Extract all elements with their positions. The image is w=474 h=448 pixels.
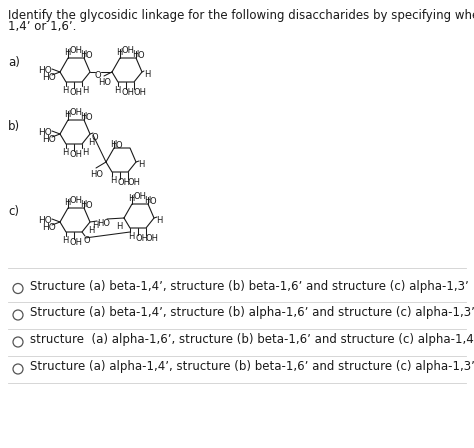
Text: H: H bbox=[144, 70, 150, 79]
Text: O: O bbox=[138, 51, 145, 60]
Text: H: H bbox=[110, 140, 117, 149]
Text: H: H bbox=[128, 232, 134, 241]
Text: H: H bbox=[92, 221, 99, 230]
Text: H: H bbox=[82, 86, 88, 95]
Text: H: H bbox=[64, 110, 70, 119]
Text: H: H bbox=[62, 148, 68, 157]
Text: H: H bbox=[80, 50, 86, 59]
Text: O: O bbox=[86, 51, 92, 60]
Text: OH: OH bbox=[70, 108, 83, 117]
Text: 1,4ʼ or 1,6ʼ.: 1,4ʼ or 1,6ʼ. bbox=[8, 20, 76, 33]
Text: H: H bbox=[128, 194, 134, 203]
Text: OH: OH bbox=[70, 150, 83, 159]
Text: O: O bbox=[86, 201, 92, 210]
Text: HO: HO bbox=[38, 216, 52, 225]
Text: H: H bbox=[62, 236, 68, 245]
Text: OH: OH bbox=[118, 178, 131, 187]
Text: O: O bbox=[84, 236, 91, 245]
Text: HO: HO bbox=[90, 170, 103, 179]
Text: O: O bbox=[86, 113, 92, 122]
Text: OH: OH bbox=[128, 178, 141, 187]
Text: a): a) bbox=[8, 56, 20, 69]
Text: Structure (a) beta-1,4ʼ, structure (b) beta-1,6ʼ and structure (c) alpha-1,3ʼ: Structure (a) beta-1,4ʼ, structure (b) b… bbox=[30, 280, 469, 293]
Text: H: H bbox=[156, 216, 163, 225]
Text: HO: HO bbox=[38, 128, 52, 137]
Text: O: O bbox=[116, 141, 123, 150]
Text: OH: OH bbox=[146, 234, 159, 243]
Text: H: H bbox=[82, 148, 88, 157]
Text: Identify the glycosidic linkage for the following disaccharides by specifying wh: Identify the glycosidic linkage for the … bbox=[8, 9, 474, 22]
Text: OH: OH bbox=[122, 46, 135, 55]
Text: HO: HO bbox=[98, 78, 111, 87]
Text: O: O bbox=[95, 71, 101, 80]
Text: HO: HO bbox=[42, 223, 56, 232]
Text: OH: OH bbox=[136, 234, 149, 243]
Text: H: H bbox=[114, 86, 120, 95]
Text: c): c) bbox=[8, 205, 19, 218]
Text: H: H bbox=[132, 50, 138, 59]
Text: H: H bbox=[80, 200, 86, 209]
Text: OH: OH bbox=[122, 88, 135, 97]
Text: H: H bbox=[64, 48, 70, 57]
Text: b): b) bbox=[8, 120, 20, 133]
Text: OH: OH bbox=[134, 88, 147, 97]
Text: HO: HO bbox=[97, 219, 110, 228]
Text: H: H bbox=[88, 138, 94, 147]
Text: OH: OH bbox=[70, 88, 83, 97]
Text: H: H bbox=[116, 48, 122, 57]
Text: HO: HO bbox=[38, 66, 52, 75]
Text: HO: HO bbox=[42, 73, 56, 82]
Text: OH: OH bbox=[134, 192, 147, 201]
Text: O: O bbox=[150, 197, 156, 206]
Text: OH: OH bbox=[70, 196, 83, 205]
Text: H: H bbox=[64, 198, 70, 207]
Text: H: H bbox=[62, 86, 68, 95]
Text: structure  (a) alpha-1,6ʼ, structure (b) beta-1,6ʼ and structure (c) alpha-1,4ʼ: structure (a) alpha-1,6ʼ, structure (b) … bbox=[30, 333, 474, 346]
Text: H: H bbox=[144, 196, 150, 205]
Text: Structure (a) alpha-1,4ʼ, structure (b) beta-1,6ʼ and structure (c) alpha-1,3ʼ: Structure (a) alpha-1,4ʼ, structure (b) … bbox=[30, 360, 474, 373]
Text: H: H bbox=[116, 222, 122, 231]
Text: O: O bbox=[92, 133, 99, 142]
Text: H: H bbox=[138, 160, 145, 169]
Text: H: H bbox=[80, 112, 86, 121]
Text: OH: OH bbox=[70, 46, 83, 55]
Text: H: H bbox=[110, 176, 117, 185]
Text: OH: OH bbox=[70, 238, 83, 247]
Text: HO: HO bbox=[42, 135, 56, 144]
Text: Structure (a) beta-1,4ʼ, structure (b) alpha-1,6ʼ and structure (c) alpha-1,3ʼ: Structure (a) beta-1,4ʼ, structure (b) a… bbox=[30, 306, 474, 319]
Text: H: H bbox=[88, 226, 94, 235]
